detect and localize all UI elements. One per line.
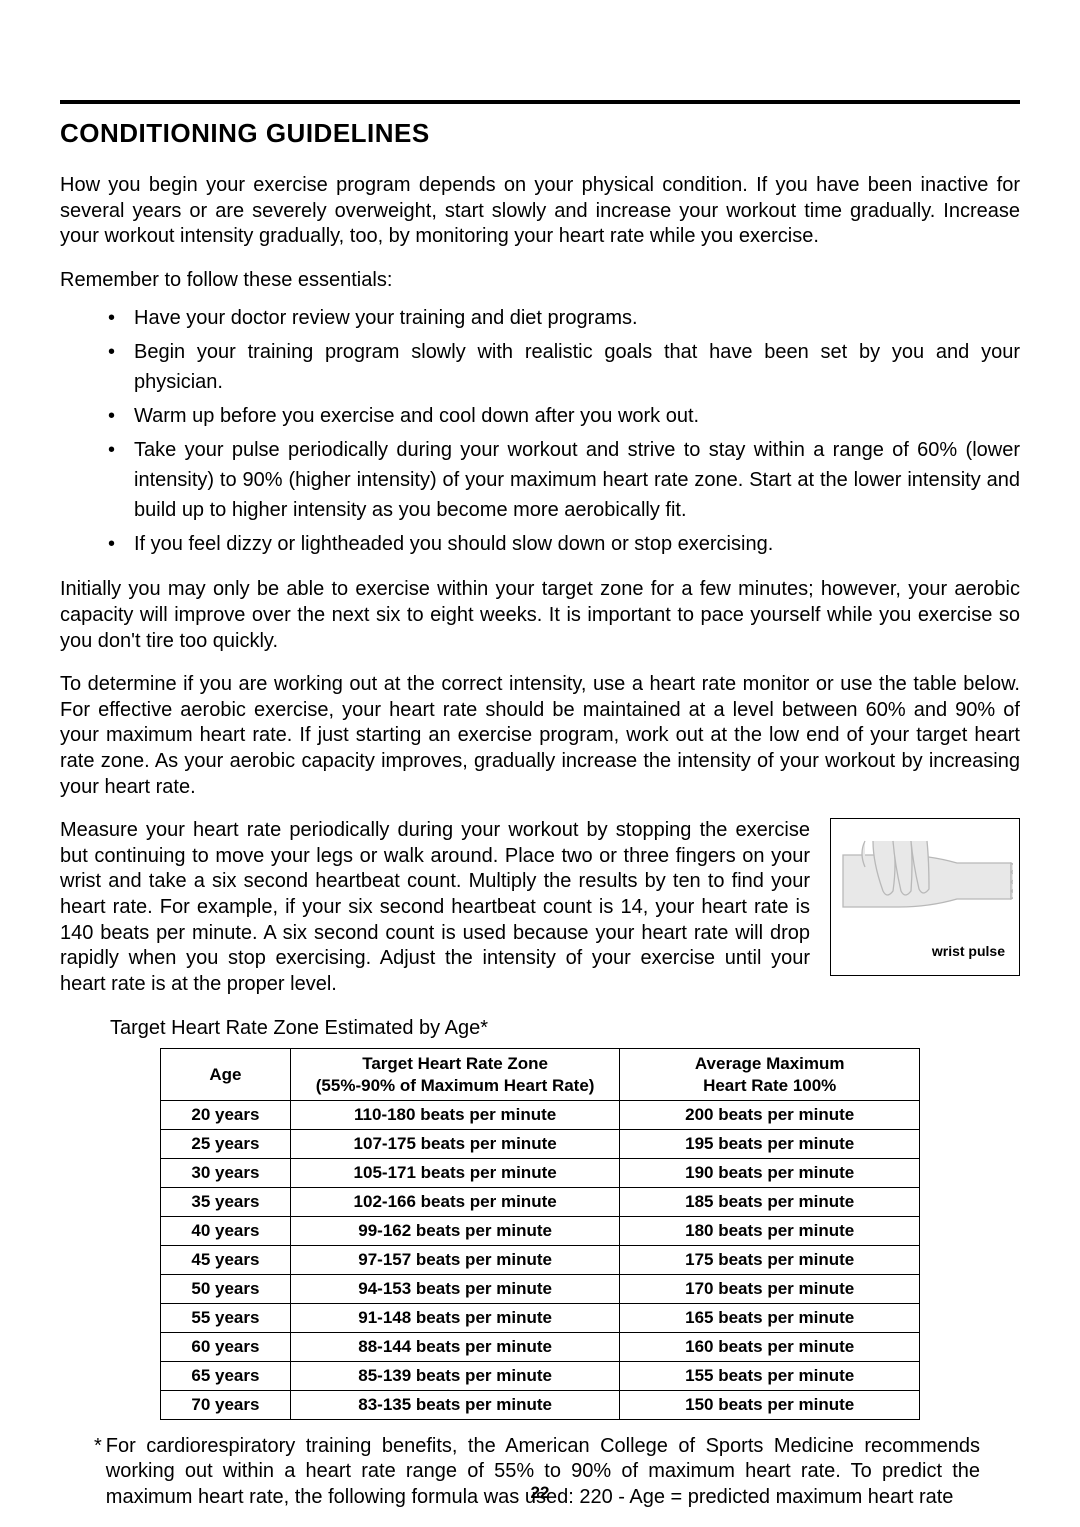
cell-max: 175 beats per minute [620,1245,920,1274]
cell-target: 91-148 beats per minute [290,1303,620,1332]
cell-target: 83-135 beats per minute [290,1390,620,1419]
initially-paragraph: Initially you may only be able to exerci… [60,577,1020,654]
list-item: Begin your training program slowly with … [108,337,1020,397]
wrist-pulse-figure: wrist pulse [830,818,1020,976]
table-row: 30 years105-171 beats per minute190 beat… [161,1158,920,1187]
cell-target: 94-153 beats per minute [290,1274,620,1303]
cell-age: 50 years [161,1274,291,1303]
cell-target: 107-175 beats per minute [290,1129,620,1158]
col-header-target-l1: Target Heart Rate Zone [299,1053,612,1074]
cell-max: 155 beats per minute [620,1361,920,1390]
table-row: 50 years94-153 beats per minute170 beats… [161,1274,920,1303]
cell-max: 185 beats per minute [620,1187,920,1216]
remember-line: Remember to follow these essentials: [60,268,1020,294]
cell-max: 170 beats per minute [620,1274,920,1303]
table-header-row: Age Target Heart Rate Zone (55%-90% of M… [161,1049,920,1101]
section-title: CONDITIONING GUIDELINES [60,118,1020,149]
measure-paragraph: Measure your heart rate periodically dur… [60,818,810,997]
table-caption: Target Heart Rate Zone Estimated by Age* [110,1017,1020,1040]
page-number: 22 [0,1483,1080,1503]
table-row: 20 years110-180 beats per minute200 beat… [161,1100,920,1129]
cell-max: 165 beats per minute [620,1303,920,1332]
cell-age: 35 years [161,1187,291,1216]
cell-age: 60 years [161,1332,291,1361]
cell-age: 70 years [161,1390,291,1419]
cell-age: 25 years [161,1129,291,1158]
table-row: 40 years99-162 beats per minute180 beats… [161,1216,920,1245]
list-item: If you feel dizzy or lightheaded you sho… [108,529,1020,559]
table-row: 60 years88-144 beats per minute160 beats… [161,1332,920,1361]
wrist-pulse-label: wrist pulse [932,943,1005,959]
intro-paragraph: How you begin your exercise program depe… [60,173,1020,250]
top-rule [60,100,1020,104]
cell-age: 45 years [161,1245,291,1274]
col-header-max: Average Maximum Heart Rate 100% [620,1049,920,1101]
table-row: 45 years97-157 beats per minute175 beats… [161,1245,920,1274]
cell-age: 65 years [161,1361,291,1390]
cell-age: 30 years [161,1158,291,1187]
cell-max: 195 beats per minute [620,1129,920,1158]
table-row: 65 years85-139 beats per minute155 beats… [161,1361,920,1390]
heart-rate-table: Age Target Heart Rate Zone (55%-90% of M… [160,1048,920,1420]
col-header-max-l2: Heart Rate 100% [628,1075,911,1096]
wrist-pulse-icon [839,833,1013,933]
cell-max: 200 beats per minute [620,1100,920,1129]
cell-age: 40 years [161,1216,291,1245]
table-row: 35 years102-166 beats per minute185 beat… [161,1187,920,1216]
cell-age: 55 years [161,1303,291,1332]
cell-target: 99-162 beats per minute [290,1216,620,1245]
cell-target: 97-157 beats per minute [290,1245,620,1274]
cell-max: 180 beats per minute [620,1216,920,1245]
col-header-target: Target Heart Rate Zone (55%-90% of Maxim… [290,1049,620,1101]
cell-target: 88-144 beats per minute [290,1332,620,1361]
cell-max: 150 beats per minute [620,1390,920,1419]
cell-target: 105-171 beats per minute [290,1158,620,1187]
cell-max: 190 beats per minute [620,1158,920,1187]
list-item: Have your doctor review your training an… [108,303,1020,333]
table-row: 55 years91-148 beats per minute165 beats… [161,1303,920,1332]
cell-target: 85-139 beats per minute [290,1361,620,1390]
col-header-max-l1: Average Maximum [628,1053,911,1074]
cell-target: 102-166 beats per minute [290,1187,620,1216]
table-row: 25 years107-175 beats per minute195 beat… [161,1129,920,1158]
col-header-age: Age [161,1049,291,1101]
measure-row: Measure your heart rate periodically dur… [60,818,1020,997]
list-item: Warm up before you exercise and cool dow… [108,401,1020,431]
list-item: Take your pulse periodically during your… [108,435,1020,525]
determine-paragraph: To determine if you are working out at t… [60,672,1020,800]
cell-target: 110-180 beats per minute [290,1100,620,1129]
essentials-list: Have your doctor review your training an… [60,303,1020,559]
cell-age: 20 years [161,1100,291,1129]
table-row: 70 years83-135 beats per minute150 beats… [161,1390,920,1419]
col-header-target-l2: (55%-90% of Maximum Heart Rate) [299,1075,612,1096]
cell-max: 160 beats per minute [620,1332,920,1361]
